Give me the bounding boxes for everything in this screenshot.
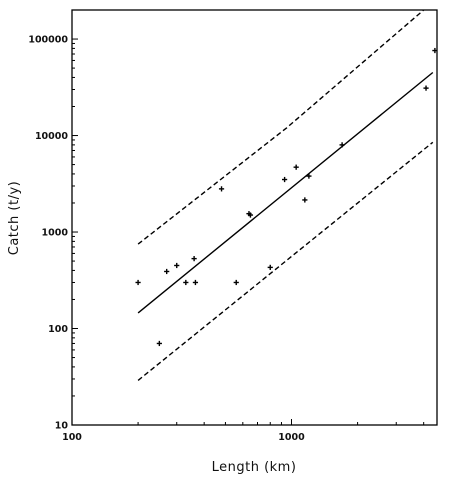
x-axis-label: Length (km) <box>212 460 297 475</box>
y-tick-label: 100 <box>48 324 68 335</box>
data-point <box>302 197 308 203</box>
x-axis-ticks: 100 1000 <box>62 419 425 443</box>
data-point <box>192 279 199 286</box>
y-tick-label: 1000 <box>42 228 69 239</box>
data-point <box>423 85 429 91</box>
data-point <box>135 279 141 286</box>
data-point <box>267 264 273 270</box>
data-point <box>293 164 299 170</box>
data-point <box>174 262 180 269</box>
plot-frame <box>71 9 438 426</box>
data-point <box>306 173 312 179</box>
data-point <box>281 176 288 183</box>
y-tick-label: 10000 <box>35 131 68 142</box>
data-point <box>432 47 438 54</box>
regression-line <box>137 71 434 314</box>
data-point <box>339 142 345 148</box>
data-point <box>191 256 197 262</box>
confidence-band-line <box>137 9 425 245</box>
x-tick-label: 100 <box>62 432 82 443</box>
fit-lines <box>137 9 434 381</box>
y-axis-label: Catch (t/y) <box>7 181 22 255</box>
data-point <box>247 212 254 218</box>
y-tick-label: 10 <box>55 421 69 432</box>
data-point <box>156 340 162 347</box>
data-points <box>135 47 438 347</box>
x-tick-label: 1000 <box>278 432 305 443</box>
data-point <box>218 186 225 192</box>
data-point <box>233 279 239 286</box>
confidence-band-line <box>137 141 434 381</box>
y-tick-label: 100000 <box>28 35 68 46</box>
data-point <box>183 279 189 286</box>
y-axis-ticks: 10 100 1000 10000 100000 <box>28 9 78 432</box>
data-point <box>164 268 170 275</box>
